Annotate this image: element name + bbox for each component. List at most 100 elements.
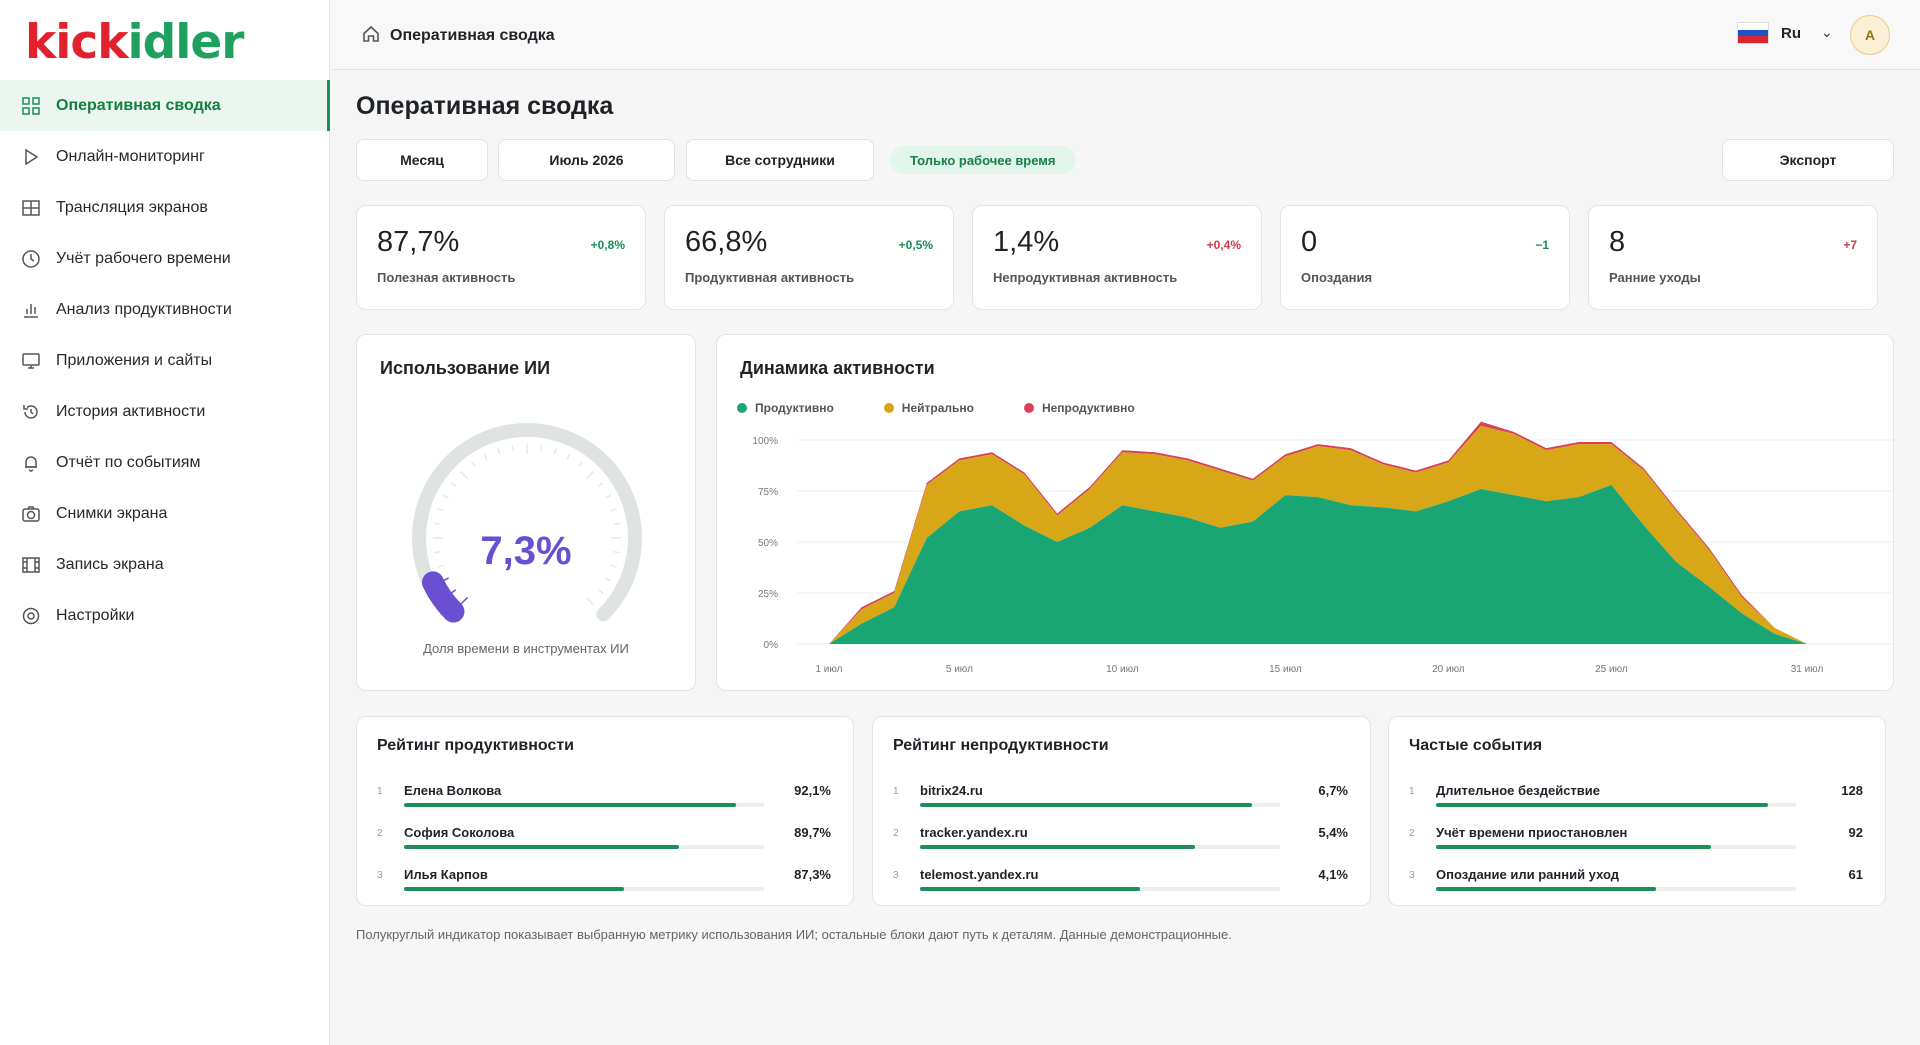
work-time-only-toggle[interactable]: Только рабочее время (890, 146, 1076, 174)
rank-bar-fill (404, 803, 736, 807)
rank-row[interactable]: 1 bitrix24.ru 6,7% (893, 783, 1348, 823)
rank-name: tracker.yandex.ru (920, 825, 1028, 840)
ai-usage-caption: Доля времени в инструментах ИИ (423, 641, 629, 656)
rank-row[interactable]: 2 София Соколова 89,7% (377, 825, 831, 865)
rank-name: Опоздание или ранний уход (1436, 867, 1620, 882)
rank-row[interactable]: 2 tracker.yandex.ru 5,4% (893, 825, 1348, 865)
legend-label: Продуктивно (755, 401, 834, 415)
sidebar-item-6[interactable]: Приложения и сайты (0, 335, 330, 386)
sidebar: kick idler Оперативная сводка Онлайн-монит… (0, 0, 330, 1045)
kpi-label: Полезная активность (377, 270, 516, 285)
rank-row[interactable]: 3 Опоздание или ранний уход 61 (1409, 867, 1863, 907)
ai-usage-value: 7,3% (480, 529, 572, 573)
rank-name: София Соколова (404, 825, 515, 840)
gauge-tick (497, 448, 501, 455)
rank-bar-track (404, 845, 764, 849)
gauge-tick (434, 522, 441, 525)
chevron-down-icon[interactable]: ⌄ (1821, 24, 1833, 40)
legend-label: Нейтрально (901, 401, 974, 415)
sidebar-item-label: Трансляция экранов (56, 198, 208, 216)
table-grid-icon (20, 197, 42, 219)
rank-bar-track (1436, 845, 1796, 849)
legend-label: Непродуктивно (1041, 401, 1135, 415)
kpi-card[interactable]: 8 +7 Ранние уходы (1588, 205, 1878, 310)
sidebar-item-4[interactable]: Учёт рабочего времени (0, 233, 330, 284)
kpi-card[interactable]: 87,7% +0,8% Полезная активность (356, 205, 646, 310)
rank-index: 1 (1409, 786, 1415, 797)
sidebar-item-3[interactable]: Трансляция экранов (0, 182, 330, 233)
rank-row[interactable]: 1 Длительное бездействие 128 (1409, 783, 1863, 823)
kpi-delta: +7 (1843, 238, 1857, 252)
x-tick-label: 10 июл (1106, 664, 1139, 675)
sidebar-item-5[interactable]: Анализ продуктивности (0, 284, 330, 335)
gauge-tick (450, 589, 457, 594)
language-selector[interactable]: Ru (1737, 22, 1801, 44)
rank-name: Длительное бездействие (1436, 783, 1600, 798)
kpi-label: Ранние уходы (1609, 270, 1701, 285)
gauge-tick (610, 564, 617, 568)
kpi-label: Опоздания (1301, 270, 1373, 285)
rank-value: 92,1% (794, 783, 831, 798)
gauge-tick (540, 445, 543, 452)
gauge-tick (437, 508, 444, 512)
sidebar-item-label: Приложения и сайты (56, 351, 213, 369)
gauge-tick (460, 471, 469, 480)
y-tick-label: 100% (752, 436, 778, 447)
rank-bar-fill (1436, 803, 1768, 807)
settings-icon (20, 605, 42, 627)
legend-item[interactable]: Продуктивно (737, 401, 834, 415)
activity-chart-card: Динамика активности Продуктивно Нейтральн… (716, 334, 1895, 691)
rank-bar-fill (1436, 887, 1656, 891)
rank-index: 3 (893, 870, 899, 881)
frequent-events-card: Частые события 1 Длительное бездействие 12… (1388, 716, 1886, 906)
sidebar-item-11[interactable]: Настройки (0, 590, 330, 641)
sidebar-item-7[interactable]: История активности (0, 386, 330, 437)
month-filter-button[interactable]: Июль 2026 (498, 139, 675, 181)
employees-filter-button[interactable]: Все сотрудники (686, 139, 874, 181)
rank-row[interactable]: 1 Елена Волкова 92,1% (377, 783, 831, 823)
legend-item[interactable]: Непродуктивно (1023, 401, 1135, 415)
gauge-tick (442, 494, 449, 499)
kpi-card[interactable]: 1,4% +0,4% Непродуктивная активность (972, 205, 1262, 310)
sidebar-item-8[interactable]: Отчёт по событиям (0, 437, 330, 488)
monitor-icon (20, 350, 42, 372)
avatar[interactable]: A (1850, 15, 1890, 55)
topbar: Оперативная сводка Ru ⌄ A (331, 0, 1920, 70)
sidebar-item-9[interactable]: Снимки экрана (0, 488, 330, 539)
sidebar-item-label: Запись экрана (56, 555, 164, 573)
period-filter-button[interactable]: Месяц (356, 139, 488, 181)
language-label: Ru (1781, 24, 1801, 42)
sidebar-item-2[interactable]: Онлайн-мониторинг (0, 131, 330, 182)
bar-chart-icon (20, 299, 42, 321)
rank-index: 1 (893, 786, 899, 797)
kpi-card[interactable]: 66,8% +0,5% Продуктивная активность (664, 205, 954, 310)
rank-bar-track (404, 887, 764, 891)
breadcrumb: Оперативная сводка (390, 27, 555, 44)
gauge-tick (437, 564, 444, 568)
russian-flag-icon (1737, 22, 1769, 44)
home-icon[interactable] (361, 24, 381, 44)
gauge-tick (585, 596, 594, 605)
logo-part-1: kick (25, 14, 128, 70)
gauge-tick (597, 589, 604, 594)
rank-row[interactable]: 3 telemost.yandex.ru 4,1% (893, 867, 1348, 907)
y-tick-label: 50% (758, 538, 778, 549)
rank-bar-track (920, 845, 1280, 849)
kpi-value: 87,7% (377, 226, 460, 258)
sidebar-item-10[interactable]: Запись экрана (0, 539, 330, 590)
kpi-card[interactable]: 0 −1 Опоздания (1280, 205, 1570, 310)
gauge-tick (578, 461, 583, 468)
play-icon (20, 146, 42, 168)
export-button[interactable]: Экспорт (1722, 139, 1894, 181)
rank-row[interactable]: 3 Илья Карпов 87,3% (377, 867, 831, 907)
rank-index: 2 (893, 828, 899, 839)
kpi-value: 66,8% (685, 226, 768, 258)
rank-name: Учёт времени приостановлен (1436, 825, 1628, 840)
page-title: Оперативная сводка (356, 92, 614, 120)
legend-item[interactable]: Нейтрально (883, 401, 974, 415)
kpi-delta: +0,5% (898, 238, 933, 252)
kickidler-logo[interactable]: kick idler (25, 12, 244, 72)
rank-row[interactable]: 2 Учёт времени приостановлен 92 (1409, 825, 1863, 865)
sidebar-item-1[interactable]: Оперативная сводка (0, 80, 330, 131)
y-tick-label: 75% (758, 487, 778, 498)
